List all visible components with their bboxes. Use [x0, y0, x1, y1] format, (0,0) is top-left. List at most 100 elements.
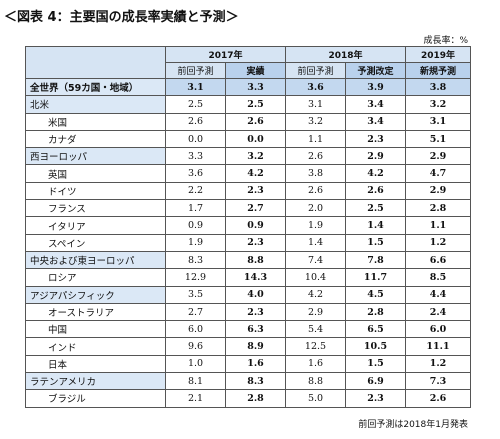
growth-table: 2017年 2018年 2019年 前回予測 実績 前回予測 予測改定 新規予測 全世界…: [25, 46, 471, 408]
cell-value: 2.8: [345, 302, 406, 322]
cell-value: 2.6: [285, 147, 346, 166]
cell-value: 3.9: [345, 77, 406, 97]
cell-value: 6.3: [225, 320, 286, 339]
row-label: ドイツ: [25, 181, 166, 201]
cell-value: 3.1: [165, 77, 226, 97]
cell-value: 2.8: [225, 389, 286, 408]
cell-value: 2.6: [165, 112, 226, 131]
cell-value: 2.9: [405, 181, 471, 201]
year: 2017年: [165, 46, 286, 63]
cell-value: 3.1: [405, 112, 471, 131]
cell-value: 2.0: [285, 199, 346, 218]
column-header: 前回予測: [165, 62, 226, 79]
table-row: カナダ 0.0 0.0 1.1 2.3 5.1: [25, 129, 471, 149]
cell-value: 3.2: [225, 147, 286, 166]
cell-value: 1.4: [345, 216, 406, 235]
cell-value: 3.4: [345, 95, 406, 114]
cell-value: 4.4: [405, 285, 471, 304]
cell-value: 2.3: [225, 181, 286, 201]
cell-value: 1.0: [165, 354, 226, 374]
cell-value: 6.0: [165, 320, 226, 339]
cell-value: 3.3: [165, 147, 226, 166]
column-header: 前回予測: [285, 62, 346, 79]
cell-value: 1.6: [225, 354, 286, 374]
table-row: 全世界（59カ国・地域） 3.1 3.3 3.6 3.9 3.8: [25, 77, 471, 97]
cell-value: 8.5: [405, 268, 471, 287]
cell-value: 1.5: [345, 354, 406, 374]
cell-value: 11.1: [405, 337, 471, 356]
cell-value: 5.4: [285, 320, 346, 339]
table-row: 中国 6.0 6.3 5.4 6.5 6.0: [25, 320, 471, 339]
row-label: 北米: [25, 95, 166, 114]
cell-value: 2.3: [225, 302, 286, 322]
cell-value: 0.0: [225, 129, 286, 149]
table-row: 米国 2.6 2.6 3.2 3.4 3.1: [25, 112, 471, 131]
cell-value: 1.1: [285, 129, 346, 149]
table-row: ブラジル 2.1 2.8 5.0 2.3 2.6: [25, 389, 471, 408]
row-label: カナダ: [25, 129, 166, 149]
row-label: 英国: [25, 164, 166, 183]
cell-value: 2.6: [345, 181, 406, 201]
cell-value: 2.1: [165, 389, 226, 408]
cell-value: 4.2: [225, 164, 286, 183]
title: ＜図表 4：主要国の成長率実績と予測＞: [4, 10, 239, 25]
cell-value: 8.8: [225, 250, 286, 270]
column-header: 実績: [225, 62, 286, 79]
table-row: 日本 1.0 1.6 1.6 1.5 1.2: [25, 354, 471, 374]
cell-value: 8.3: [165, 250, 226, 270]
row-label: 中央および東ヨーロッパ: [25, 250, 166, 270]
cell-value: 1.5: [345, 233, 406, 252]
corner: [25, 46, 166, 79]
cell-value: 2.4: [405, 302, 471, 322]
cell-value: 5.1: [405, 129, 471, 149]
year-row: 2017年 2018年 2019年: [25, 46, 471, 79]
cell-value: 2.9: [345, 147, 406, 166]
cell-value: 3.6: [165, 164, 226, 183]
cell-value: 2.5: [225, 95, 286, 114]
table-row: 西ヨーロッパ 3.3 3.2 2.6 2.9 2.9: [25, 147, 471, 166]
row-label: スペイン: [25, 233, 166, 252]
cell-value: 10.5: [345, 337, 406, 356]
cell-value: 2.2: [165, 181, 226, 201]
row-label: ラテンアメリカ: [25, 372, 166, 391]
cell-value: 10.4: [285, 268, 346, 287]
table-row: 中央および東ヨーロッパ 8.3 8.8 7.4 7.8 6.6: [25, 250, 471, 270]
cell-value: 1.2: [405, 354, 471, 374]
unit-label: 成長率：%: [423, 36, 468, 46]
cell-value: 12.9: [165, 268, 226, 287]
cell-value: 3.1: [285, 95, 346, 114]
cell-value: 1.1: [405, 216, 471, 235]
cell-value: 7.4: [285, 250, 346, 270]
table-row: 英国 3.6 4.2 3.8 4.2 4.7: [25, 164, 471, 183]
cell-value: 8.8: [285, 372, 346, 391]
cell-value: 1.7: [165, 199, 226, 218]
table-row: ラテンアメリカ 8.1 8.3 8.8 6.9 7.3: [25, 372, 471, 391]
cell-value: 3.8: [405, 77, 471, 97]
cell-value: 2.6: [225, 112, 286, 131]
cell-value: 2.6: [285, 181, 346, 201]
row-label: 中国: [25, 320, 166, 339]
cell-value: 6.9: [345, 372, 406, 391]
cell-value: 6.6: [405, 250, 471, 270]
cell-value: 1.9: [165, 233, 226, 252]
cell-value: 2.9: [405, 147, 471, 166]
cell-value: 3.2: [405, 95, 471, 114]
cell-value: 8.3: [225, 372, 286, 391]
cell-value: 2.7: [165, 302, 226, 322]
row-label: アジアパシフィック: [25, 285, 166, 304]
cell-value: 2.7: [225, 199, 286, 218]
column-header: 新規予測: [405, 62, 471, 79]
table-row: インド 9.6 8.9 12.5 10.5 11.1: [25, 337, 471, 356]
cell-value: 3.2: [285, 112, 346, 131]
cell-value: 4.0: [225, 285, 286, 304]
row-label: オーストラリア: [25, 302, 166, 322]
row-label: イタリア: [25, 216, 166, 235]
row-label: 日本: [25, 354, 166, 374]
row-label: 西ヨーロッパ: [25, 147, 166, 166]
cell-value: 14.3: [225, 268, 286, 287]
cell-value: 2.6: [405, 389, 471, 408]
cell-value: 4.7: [405, 164, 471, 183]
cell-value: 2.9: [285, 302, 346, 322]
cell-value: 1.4: [285, 233, 346, 252]
cell-value: 0.9: [225, 216, 286, 235]
